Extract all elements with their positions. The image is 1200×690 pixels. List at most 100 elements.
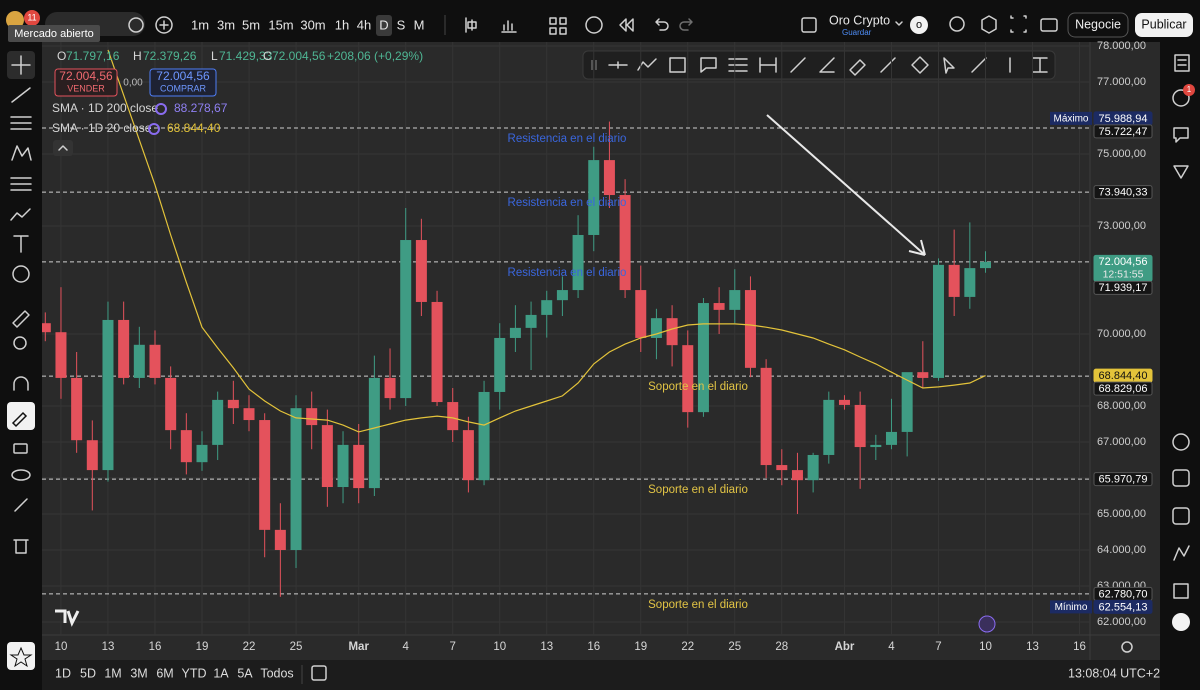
- publish-button[interactable]: [1135, 13, 1193, 37]
- range-button[interactable]: YTD: [182, 666, 207, 680]
- prediction-tool[interactable]: [10, 177, 32, 191]
- timeframe[interactable]: 4h: [357, 17, 371, 32]
- settings-icon[interactable]: [981, 15, 997, 34]
- sma200-settings[interactable]: [155, 103, 167, 115]
- chart-type-icon[interactable]: [465, 17, 477, 33]
- dropdown-icon[interactable]: [895, 21, 903, 26]
- candle-body: [682, 345, 694, 413]
- avatar[interactable]: [910, 16, 928, 34]
- add-icon[interactable]: [155, 16, 173, 34]
- trade-button[interactable]: [1067, 12, 1129, 38]
- search-icon[interactable]: [949, 16, 965, 32]
- replay-icon[interactable]: [619, 18, 634, 32]
- text-tool[interactable]: [13, 235, 29, 253]
- avatar-icon[interactable]: [6, 11, 24, 29]
- icon-tool[interactable]: [12, 265, 30, 283]
- sell-button[interactable]: [54, 68, 118, 97]
- undo-icon[interactable]: [655, 18, 669, 31]
- timeframe[interactable]: 30m: [300, 17, 325, 32]
- date-range-icon[interactable]: [311, 665, 327, 681]
- sma20-settings[interactable]: [148, 123, 160, 135]
- collapse-legend[interactable]: [53, 140, 73, 156]
- buy-price[interactable]: 72.004,56: [156, 69, 210, 83]
- candle-body: [980, 261, 991, 269]
- timeframe[interactable]: 1m: [191, 17, 209, 32]
- sell-label[interactable]: VENDER: [67, 83, 105, 93]
- buy-button[interactable]: [149, 68, 217, 97]
- draw-tool[interactable]: [943, 57, 955, 74]
- timeframe[interactable]: 1h: [335, 17, 349, 32]
- timeframe[interactable]: 3m: [217, 17, 235, 32]
- range-button[interactable]: Todos: [260, 666, 293, 680]
- layout-icon[interactable]: [801, 17, 817, 33]
- trendline-tool[interactable]: [11, 87, 31, 103]
- calendar-icon[interactable]: [1172, 469, 1190, 487]
- templates-icon[interactable]: [549, 17, 567, 35]
- pattern-tool[interactable]: [11, 145, 32, 161]
- draw-tool[interactable]: [669, 57, 686, 73]
- draw-tool[interactable]: [971, 57, 987, 73]
- sell-price[interactable]: 72.004,56: [59, 69, 113, 83]
- calendar-icon[interactable]: [1172, 507, 1190, 525]
- signal-icon[interactable]: [1173, 545, 1190, 561]
- brush-tool[interactable]: [10, 208, 31, 221]
- timeframe[interactable]: D: [379, 17, 388, 32]
- favorites-button[interactable]: [7, 642, 35, 670]
- draw-tool[interactable]: [728, 58, 748, 72]
- timeframe[interactable]: 15m: [268, 17, 293, 32]
- draw-tool[interactable]: [849, 59, 866, 76]
- range-button[interactable]: 5D: [80, 666, 96, 680]
- toolbar-handle[interactable]: [591, 60, 597, 70]
- range-button[interactable]: 1D: [55, 666, 71, 680]
- publish-button-text[interactable]: Publicar: [1141, 17, 1186, 31]
- draw-tool[interactable]: [790, 57, 806, 73]
- trade-button-text[interactable]: Negocie: [1075, 17, 1121, 31]
- range-button[interactable]: 6M: [156, 666, 173, 680]
- ruler-tool[interactable]: [12, 310, 30, 328]
- ideas-icon[interactable]: [1173, 583, 1189, 599]
- alert-icon[interactable]: [585, 16, 603, 34]
- watchlist-icon[interactable]: [1174, 54, 1190, 72]
- timeframe-active[interactable]: [376, 15, 392, 36]
- timeframe[interactable]: S: [397, 17, 406, 32]
- layout-name[interactable]: Oro Crypto: [829, 13, 890, 27]
- sma20-name[interactable]: SMA · 1D 20 close: [52, 121, 152, 135]
- range-button[interactable]: 1M: [104, 666, 121, 680]
- event-icon[interactable]: [978, 615, 996, 633]
- draw-tool[interactable]: [819, 57, 835, 73]
- axis-settings[interactable]: [1121, 641, 1133, 653]
- chat-icon[interactable]: [1173, 127, 1189, 143]
- menu-icon[interactable]: [1172, 613, 1190, 631]
- draw-tool[interactable]: [911, 56, 929, 74]
- redo-icon[interactable]: [679, 18, 693, 31]
- buy-label[interactable]: COMPRAR: [160, 83, 207, 93]
- news-icon[interactable]: [1173, 165, 1189, 179]
- visibility-tool[interactable]: [11, 469, 31, 481]
- draw-tool[interactable]: [700, 57, 717, 73]
- compare-icon[interactable]: [128, 17, 144, 33]
- cursor-tool[interactable]: [11, 55, 31, 75]
- screenshot-icon[interactable]: [1040, 18, 1058, 32]
- draw-tool[interactable]: [880, 57, 896, 73]
- draw-tool[interactable]: [608, 61, 628, 69]
- delete-tool[interactable]: [13, 539, 29, 554]
- alerts-icon[interactable]: [1172, 89, 1190, 107]
- timeframe[interactable]: M: [414, 17, 425, 32]
- lock-tool[interactable]: [13, 443, 28, 454]
- range-button[interactable]: 1A: [213, 666, 229, 680]
- draw-tool[interactable]: [1032, 57, 1048, 73]
- indicators-icon[interactable]: [501, 20, 517, 33]
- zoom-tool[interactable]: [13, 336, 27, 350]
- magnet-tool[interactable]: [13, 376, 29, 391]
- draw-tool[interactable]: [759, 57, 777, 73]
- fib-tool[interactable]: [10, 116, 32, 130]
- candle-body: [854, 404, 866, 448]
- range-button[interactable]: 3M: [130, 666, 147, 680]
- compass-icon[interactable]: [1172, 433, 1190, 451]
- timeframe[interactable]: 5m: [242, 17, 260, 32]
- sma200-name[interactable]: SMA · 1D 200 close: [52, 101, 158, 115]
- link-tool[interactable]: [14, 498, 28, 512]
- range-button[interactable]: 5A: [237, 666, 253, 680]
- candle-body: [243, 408, 255, 421]
- fullscreen-icon[interactable]: [1010, 15, 1027, 33]
